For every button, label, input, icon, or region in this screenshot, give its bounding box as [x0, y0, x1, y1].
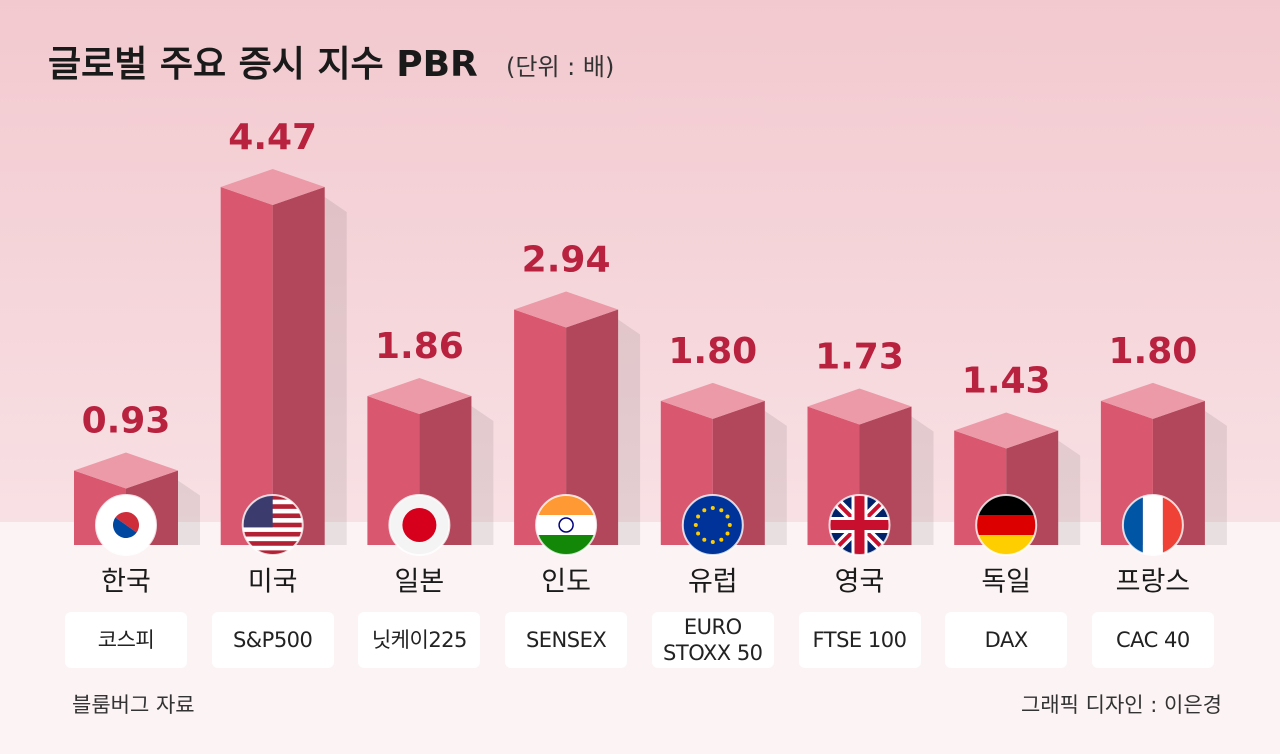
index-name: DAX: [945, 612, 1068, 668]
flag-part: [719, 508, 724, 513]
bar-right-shade: [566, 309, 619, 545]
flag-part: [725, 531, 730, 536]
bar: [514, 291, 641, 545]
flag-rim: [828, 494, 891, 556]
flag-part: [536, 515, 597, 535]
flag-part: [113, 517, 137, 538]
bottom-band: [0, 522, 1280, 754]
bar: [367, 378, 494, 545]
bar-top: [514, 291, 619, 328]
value-label: 1.80: [668, 331, 757, 372]
source: 블룸버그 자료: [72, 693, 195, 717]
value-label: 1.80: [1108, 331, 1197, 372]
x-tick-label: 일본: [395, 567, 445, 598]
bar-right-shade: [272, 187, 325, 545]
bar-shadow: [764, 410, 787, 545]
value-label: 1.73: [815, 336, 904, 377]
flag-part: [242, 536, 303, 542]
flag-part: [702, 508, 707, 513]
index-name: CAC 40: [1091, 612, 1214, 668]
flag-part: [682, 495, 743, 555]
bar-top: [1100, 382, 1205, 419]
index-name: FTSE 100: [798, 612, 921, 668]
bar-left: [514, 309, 567, 545]
bar-top: [220, 169, 325, 205]
credit: 그래픽 디자인 : 이은경: [1021, 693, 1222, 717]
bar-shadow: [618, 319, 641, 545]
flag-rim: [388, 494, 451, 556]
value-label: 4.47: [228, 117, 317, 158]
bar-left: [220, 187, 273, 545]
x-tick-label: 미국: [248, 567, 298, 598]
index-name: 닛케이225: [358, 612, 481, 668]
flag-part: [558, 517, 574, 533]
bar-top: [954, 412, 1059, 449]
flag-part: [115, 512, 139, 533]
flag-part: [696, 531, 701, 536]
flag-part: [727, 523, 732, 527]
flag-part: [719, 537, 724, 542]
value-label: 1.43: [962, 360, 1051, 401]
x-tick-label: 유럽: [688, 567, 738, 598]
bar-top: [807, 388, 912, 425]
flag-part: [242, 550, 303, 555]
bar-top: [74, 452, 178, 489]
bar-right: [272, 187, 325, 545]
index-name: S&P500: [211, 612, 334, 668]
index-name: EURO STOXX 50: [651, 612, 774, 668]
value-label: 0.93: [82, 401, 171, 442]
flag: [829, 495, 890, 555]
x-tick-label: 인도: [541, 567, 591, 598]
flag-part: [1142, 495, 1163, 555]
bar-shadow: [324, 197, 347, 545]
bar-top: [660, 382, 765, 419]
bar-top: [367, 378, 472, 415]
flag-rim: [535, 494, 598, 556]
flag: [242, 495, 303, 555]
bar: [220, 169, 347, 545]
x-tick-label: 영국: [835, 567, 885, 598]
index-name: 코스피: [65, 612, 187, 668]
flag-part: [829, 520, 890, 530]
flag-part: [242, 545, 303, 551]
flag-rim: [1121, 494, 1184, 556]
flag-part: [702, 537, 707, 542]
flag: [96, 495, 156, 555]
chart-subtitle: (단위 : 배): [506, 53, 614, 81]
flag-part: [693, 523, 698, 527]
bar-shadow: [1204, 410, 1227, 545]
flag-part: [242, 541, 303, 547]
bar-shadow: [911, 416, 934, 545]
x-tick-label: 프랑스: [1116, 567, 1191, 598]
x-tick-label: 독일: [981, 567, 1031, 598]
flag-part: [696, 514, 701, 519]
flag-part: [710, 540, 715, 544]
bar-shadow: [1058, 440, 1081, 545]
x-tick-label: 한국: [101, 567, 151, 598]
index-name: SENSEX: [505, 612, 628, 668]
flag: [682, 495, 743, 555]
flag-part: [725, 514, 730, 519]
bar-shadow: [178, 480, 200, 545]
flag-rim: [975, 494, 1038, 556]
bar-shadow: [471, 406, 494, 545]
flag-rim: [681, 494, 744, 556]
flag-rim: [95, 494, 157, 556]
flag-part: [242, 527, 303, 533]
value-label: 2.94: [522, 240, 611, 281]
flag-rim: [241, 494, 304, 556]
value-label: 1.86: [375, 326, 464, 367]
flag: [389, 495, 450, 555]
flag-part: [710, 506, 715, 510]
bar-right: [566, 309, 619, 545]
flag-part: [242, 531, 303, 538]
flag-part: [976, 515, 1037, 535]
chart-title: 글로벌 주요 증시 지수 PBR: [48, 44, 478, 85]
flag-part: [402, 508, 437, 542]
